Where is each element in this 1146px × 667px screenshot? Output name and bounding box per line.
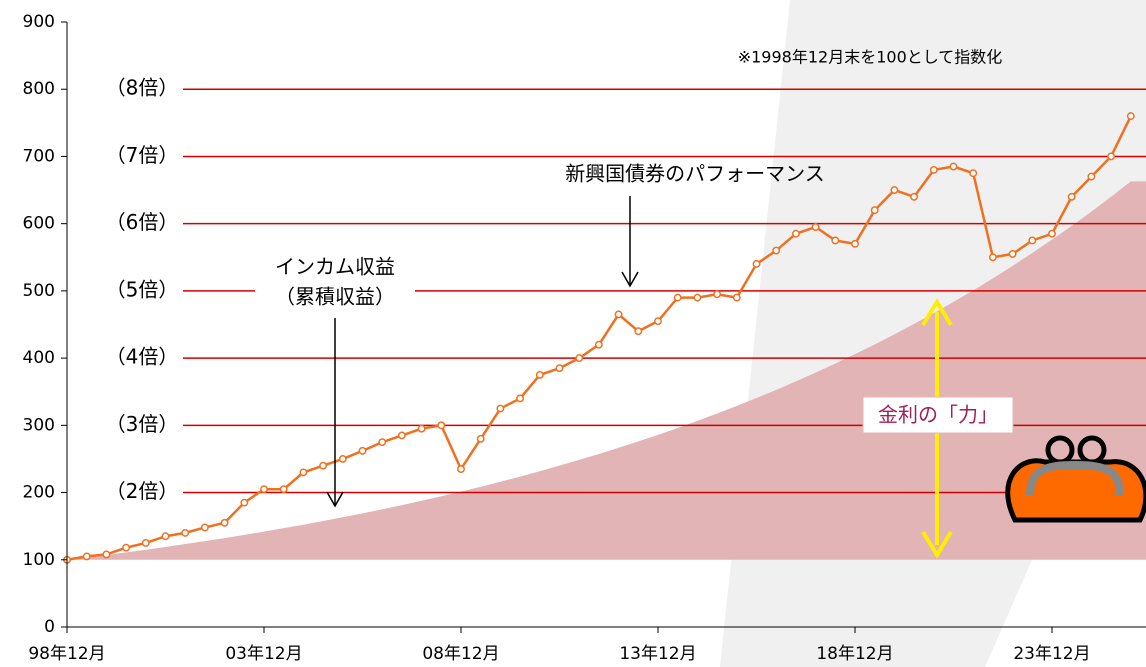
point bbox=[970, 170, 976, 176]
y-tick-label: 300 bbox=[23, 415, 55, 435]
point bbox=[852, 241, 858, 247]
point bbox=[379, 439, 385, 445]
point bbox=[320, 462, 326, 468]
point bbox=[221, 520, 227, 526]
point bbox=[576, 355, 582, 361]
annotation: 新興国債券のパフォーマンス bbox=[565, 162, 825, 186]
point bbox=[655, 318, 661, 324]
x-tick-label: 23年12月 bbox=[1013, 644, 1090, 664]
point bbox=[1128, 113, 1134, 119]
point bbox=[202, 524, 208, 530]
point bbox=[162, 533, 168, 539]
point bbox=[103, 551, 109, 557]
point bbox=[517, 395, 523, 401]
y-tick-label: 500 bbox=[23, 281, 55, 301]
x-tick-label: 13年12月 bbox=[619, 644, 696, 664]
point bbox=[832, 237, 838, 243]
y-tick-label: 600 bbox=[23, 214, 55, 234]
x-tick-label: 03年12月 bbox=[225, 644, 302, 664]
point bbox=[123, 544, 129, 550]
point bbox=[812, 224, 818, 230]
point bbox=[359, 448, 365, 454]
point bbox=[478, 436, 484, 442]
y-tick-label: 0 bbox=[44, 617, 55, 637]
point bbox=[891, 187, 897, 193]
note: ※1998年12月末を100として指数化 bbox=[738, 48, 1003, 67]
annotation: （累積収益） bbox=[275, 285, 395, 309]
point bbox=[261, 486, 267, 492]
point bbox=[1009, 251, 1015, 257]
point bbox=[990, 254, 996, 260]
y-tick-label: 900 bbox=[23, 12, 55, 32]
reference-label: （5倍） bbox=[106, 277, 179, 301]
chart: （2倍） （3倍） （4倍） （5倍） （6倍） （7倍） （8倍） 0 100 200 300 40… bbox=[0, 0, 1146, 667]
reference-label: （3倍） bbox=[106, 412, 179, 436]
point bbox=[300, 469, 306, 475]
point bbox=[1088, 173, 1094, 179]
y-tick-label: 400 bbox=[23, 348, 55, 368]
x-tick-label: 18年12月 bbox=[816, 644, 893, 664]
point bbox=[497, 405, 503, 411]
point bbox=[675, 294, 681, 300]
point bbox=[143, 540, 149, 546]
point bbox=[1069, 194, 1075, 200]
point bbox=[596, 341, 602, 347]
reference-label: （8倍） bbox=[106, 76, 179, 100]
point bbox=[556, 365, 562, 371]
annotation: インカム収益 bbox=[275, 255, 395, 279]
x-tick-label: 08年12月 bbox=[422, 644, 499, 664]
point bbox=[182, 530, 188, 536]
point bbox=[1029, 237, 1035, 243]
point bbox=[281, 486, 287, 492]
reference-label: （7倍） bbox=[106, 143, 179, 167]
point bbox=[84, 553, 90, 559]
x-tick-label: 98年12月 bbox=[28, 644, 105, 664]
point bbox=[458, 466, 464, 472]
point bbox=[438, 422, 444, 428]
point bbox=[773, 247, 779, 253]
point bbox=[694, 294, 700, 300]
point bbox=[931, 167, 937, 173]
point bbox=[872, 207, 878, 213]
point bbox=[537, 372, 543, 378]
point bbox=[911, 194, 917, 200]
reference-label: （2倍） bbox=[106, 479, 179, 503]
point bbox=[734, 294, 740, 300]
annotation: 金利の「力」 bbox=[878, 403, 998, 427]
point bbox=[615, 311, 621, 317]
point bbox=[714, 291, 720, 297]
point bbox=[1108, 153, 1114, 159]
point bbox=[399, 432, 405, 438]
reference-label: （4倍） bbox=[106, 345, 179, 369]
point bbox=[635, 328, 641, 334]
point bbox=[418, 425, 424, 431]
point bbox=[241, 499, 247, 505]
y-tick-label: 700 bbox=[23, 146, 55, 166]
point bbox=[950, 163, 956, 169]
y-tick-label: 100 bbox=[23, 550, 55, 570]
point bbox=[753, 261, 759, 267]
y-tick-label: 800 bbox=[23, 79, 55, 99]
point bbox=[340, 456, 346, 462]
reference-label: （6倍） bbox=[106, 210, 179, 234]
y-tick-label: 200 bbox=[23, 483, 55, 503]
point bbox=[1049, 231, 1055, 237]
point bbox=[793, 231, 799, 237]
